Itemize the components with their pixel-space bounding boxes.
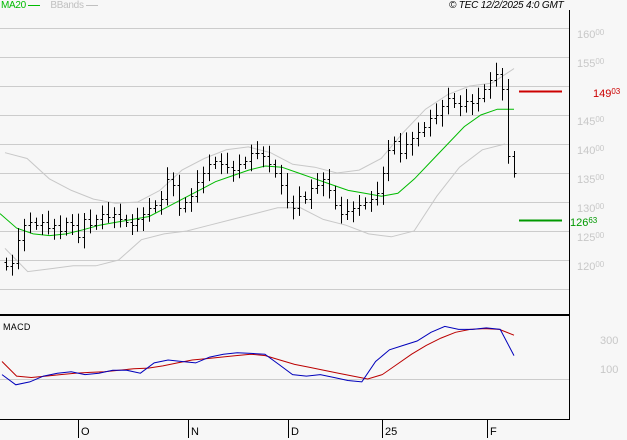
macd-label: 300 <box>600 335 619 347</box>
x-label-2025: 25 <box>385 426 398 438</box>
x-label-dec: D <box>291 426 299 438</box>
copyright-timestamp: © TEC 12/2/2025 4:0 GMT <box>449 0 564 11</box>
price-label: 16000 <box>577 28 605 41</box>
price-label: 14500 <box>577 115 605 128</box>
bband-lower-line <box>4 143 506 273</box>
chart-legend: MA20 BBands <box>1 0 98 12</box>
price-label: 13500 <box>577 173 605 186</box>
legend-bbands-swatch <box>85 4 98 6</box>
price-label: 13000 <box>577 202 605 215</box>
grid-lines <box>0 28 569 290</box>
legend-bbands: BBands <box>50 0 84 11</box>
ohlc-bars <box>4 62 517 276</box>
macd-label: 100 <box>600 364 619 376</box>
price-label: 14000 <box>577 144 605 157</box>
ma20-line <box>0 108 514 237</box>
macd-title: MACD <box>3 322 31 332</box>
legend-ma20-swatch <box>27 4 40 6</box>
resistance-label: 14903 <box>593 87 621 100</box>
legend-ma20: MA20 <box>1 0 26 11</box>
x-label-oct: O <box>81 426 90 438</box>
bband-upper-line <box>4 68 515 204</box>
x-label-feb: F <box>490 426 497 438</box>
price-label: 15500 <box>577 57 605 70</box>
x-label-nov: N <box>191 426 199 438</box>
price-label: 12500 <box>577 231 605 244</box>
macd-signal-line <box>1 328 515 380</box>
x-axis-ticks <box>78 419 488 438</box>
price-label: 12000 <box>577 260 605 273</box>
macd-line <box>1 325 515 386</box>
support-label: 12663 <box>570 216 598 229</box>
